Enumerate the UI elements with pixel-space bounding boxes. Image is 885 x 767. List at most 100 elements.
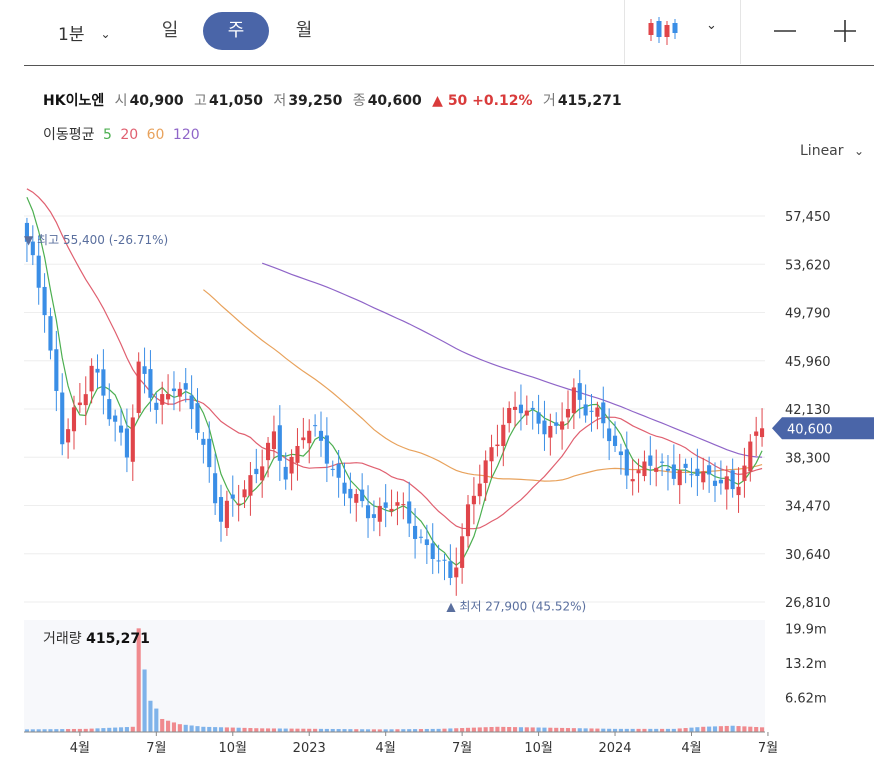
volume-bar (612, 728, 618, 732)
minus-icon[interactable] (768, 14, 802, 48)
volume-bar (54, 729, 59, 732)
candle-body (230, 494, 235, 499)
candle-body (371, 514, 376, 518)
candle-body (571, 387, 576, 414)
ma5-label: 5 (102, 127, 112, 143)
volume-panel-label: 거래량 415,271 (43, 628, 150, 648)
tab-day[interactable]: 일 (161, 20, 179, 41)
volume-bar (89, 728, 94, 732)
volume-bar (707, 726, 712, 732)
candle-body (565, 408, 571, 418)
scale-type-dropdown[interactable]: Linear ⌄ (800, 143, 864, 159)
candle-body (460, 536, 465, 568)
candle-body (718, 479, 723, 484)
ma20-label: 20 (120, 127, 139, 143)
volume-bar (530, 727, 535, 732)
candle-body (318, 430, 324, 441)
current-price-label: 40,600 (787, 422, 833, 437)
chevron-down-icon: ⌄ (853, 144, 865, 158)
candle-body (360, 489, 365, 502)
volume-bar (683, 728, 688, 732)
candle-body (354, 493, 359, 503)
candle-body (171, 388, 177, 392)
candle-body (407, 501, 412, 524)
candle-body (442, 559, 447, 561)
volume-bar (177, 724, 182, 732)
scale-type-label: Linear (800, 143, 844, 159)
interval-label: 1분 (58, 25, 85, 45)
y-tick-label: 38,300 (785, 451, 831, 466)
volume-bar (495, 726, 500, 732)
volume-bar (277, 728, 282, 732)
volume-bar (595, 728, 600, 732)
volume-bar (160, 718, 165, 732)
volume-bar (283, 728, 288, 732)
candle-body (77, 402, 82, 406)
candle-body (71, 407, 77, 432)
volume-bar (254, 728, 259, 732)
candle-body (301, 437, 306, 441)
candle-body (107, 399, 112, 420)
volume-bar (671, 728, 676, 732)
candles-group (24, 217, 765, 596)
x-tick-label: 2023 (293, 741, 326, 756)
ma-legend-label: 이동평균 (43, 127, 95, 143)
candle-body (395, 502, 400, 506)
candle-body (742, 465, 747, 481)
volume-bar (424, 728, 429, 732)
volume-bar (195, 726, 200, 732)
plus-icon[interactable] (828, 14, 862, 48)
chart-type-chevron-icon[interactable]: ⌄ (706, 18, 717, 33)
ma5-line (26, 196, 763, 566)
candle-body (471, 495, 476, 505)
candle-body (266, 442, 271, 461)
candlestick-icon[interactable] (645, 15, 685, 47)
candle-body (307, 430, 312, 444)
candle-body (648, 455, 653, 466)
volume-bar (718, 726, 723, 732)
candle-body (142, 366, 147, 374)
volume-bar (712, 726, 718, 732)
y-tick-label: 42,130 (785, 403, 831, 418)
volume-bar (95, 728, 100, 732)
volume-bar (183, 724, 188, 732)
candle-body (166, 393, 171, 400)
candle-body (701, 471, 706, 483)
candle-body (36, 255, 41, 288)
candle-body (501, 424, 506, 447)
volume-bar (413, 729, 418, 732)
volume-bar (389, 729, 394, 732)
candle-body (48, 316, 53, 351)
volume-bar (754, 726, 759, 732)
volume-bar (660, 728, 665, 732)
volume-bar (677, 728, 682, 732)
interval-dropdown[interactable]: 1분 ⌄ (58, 20, 111, 45)
tab-month[interactable]: 월 (295, 20, 313, 41)
candle-body (730, 470, 735, 490)
candle-body (589, 410, 594, 412)
candle-body (554, 422, 559, 426)
candle-body (618, 451, 623, 456)
volume-bar (571, 728, 576, 732)
candle-body (189, 395, 194, 410)
volume-bar (524, 727, 529, 732)
volume-bar (483, 727, 488, 732)
candle-body (389, 508, 394, 512)
x-tick-label: 10월 (524, 741, 553, 756)
volume-bar (736, 726, 741, 732)
volume-bar (648, 728, 653, 732)
tab-week[interactable]: 주 (203, 12, 269, 50)
candle-body (413, 525, 418, 539)
candle-body (507, 408, 512, 424)
low-label: 저 (273, 93, 287, 109)
candle-body (383, 502, 388, 508)
candle-body (607, 428, 612, 442)
volume-bar (601, 728, 606, 732)
volume-bar (342, 729, 347, 732)
volume-bar (377, 729, 382, 732)
volume-bar (313, 728, 318, 732)
ma60-label: 60 (146, 127, 165, 143)
volume-bar (77, 728, 82, 732)
volume-bar (42, 729, 47, 732)
